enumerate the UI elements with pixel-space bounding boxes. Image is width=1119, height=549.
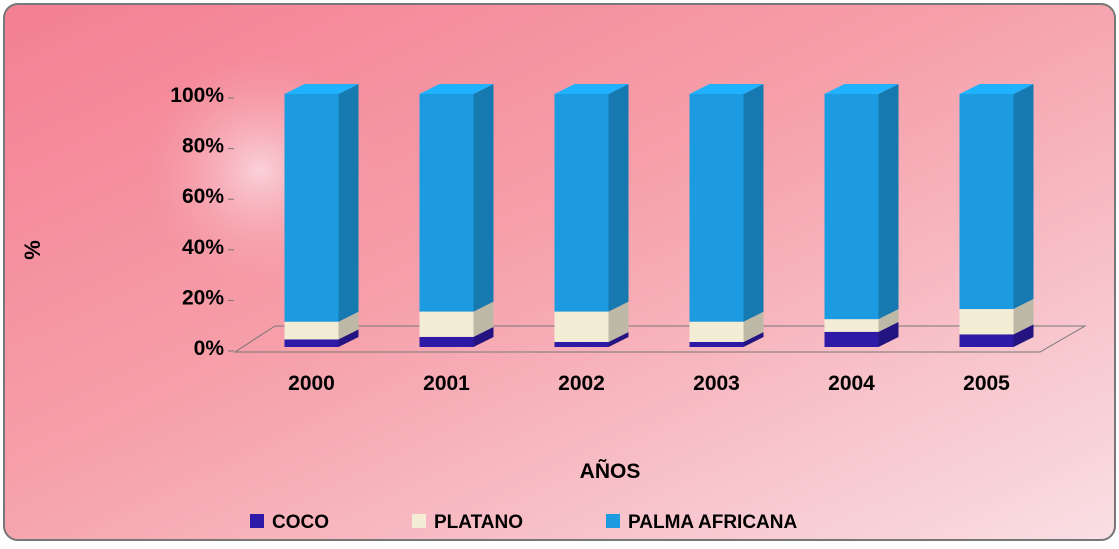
bar-side: [608, 301, 629, 342]
x-axis-title: AÑOS: [580, 460, 641, 483]
bar-top: [824, 84, 899, 94]
bar-side: [1013, 324, 1034, 347]
bar-side: [878, 321, 899, 347]
bar-side: [338, 84, 359, 322]
bar: [824, 94, 879, 320]
bar-top: [284, 84, 359, 94]
legend-label: PALMA AFRICANA: [628, 512, 797, 533]
bar-top: [554, 84, 629, 94]
legend-swatch: [606, 514, 620, 528]
bar-side: [473, 84, 494, 312]
bar: [284, 339, 339, 347]
bar: [959, 309, 1014, 335]
y-axis-title: %: [20, 240, 45, 260]
bar: [554, 94, 609, 312]
x-tick-label: 2001: [423, 372, 470, 395]
y-tick-label: 60%: [182, 185, 224, 208]
bar: [419, 311, 474, 337]
bar-side: [878, 309, 899, 332]
bar-side: [1013, 84, 1034, 310]
floor: [233, 325, 1087, 353]
bar: [419, 94, 474, 312]
bar-side: [743, 331, 764, 347]
y-tick-label: 100%: [170, 84, 224, 107]
bar-side: [608, 331, 629, 347]
y-tick-label: 20%: [182, 286, 224, 309]
bar: [824, 319, 879, 332]
bar-side: [338, 311, 359, 340]
x-tick-label: 2004: [828, 372, 875, 395]
legend: COCO PLATANO PALMA AFRICANA: [250, 512, 797, 533]
legend-label: COCO: [272, 512, 329, 533]
bar: [419, 336, 474, 347]
bar: [824, 331, 879, 347]
bar-side: [338, 329, 359, 347]
bar-side: [473, 326, 494, 347]
bar-side: [743, 84, 764, 322]
bar-side: [473, 301, 494, 337]
x-tick-label: 2000: [288, 372, 335, 395]
bar: [284, 321, 339, 340]
y-tick-label: 40%: [182, 236, 224, 259]
bar: [959, 334, 1014, 347]
bar: [554, 311, 609, 342]
bar-side: [743, 311, 764, 342]
legend-swatch: [412, 514, 426, 528]
x-tick-label: 2005: [963, 372, 1010, 395]
bar: [554, 341, 609, 347]
legend-swatch: [250, 514, 264, 528]
bar-side: [608, 84, 629, 312]
bar-top: [959, 84, 1034, 94]
bar: [959, 94, 1014, 310]
legend-label: PLATANO: [434, 512, 523, 533]
bar: [689, 321, 744, 342]
bar-side: [878, 84, 899, 320]
y-tick-label: 0%: [194, 337, 225, 360]
bar: [689, 341, 744, 347]
bar: [284, 94, 339, 322]
x-tick-label: 2003: [693, 372, 740, 395]
bar-top: [419, 84, 494, 94]
bar-side: [1013, 299, 1034, 335]
y-tick-label: 80%: [182, 135, 224, 158]
bar: [689, 94, 744, 322]
bar-top: [689, 84, 764, 94]
x-tick-label: 2002: [558, 372, 605, 395]
